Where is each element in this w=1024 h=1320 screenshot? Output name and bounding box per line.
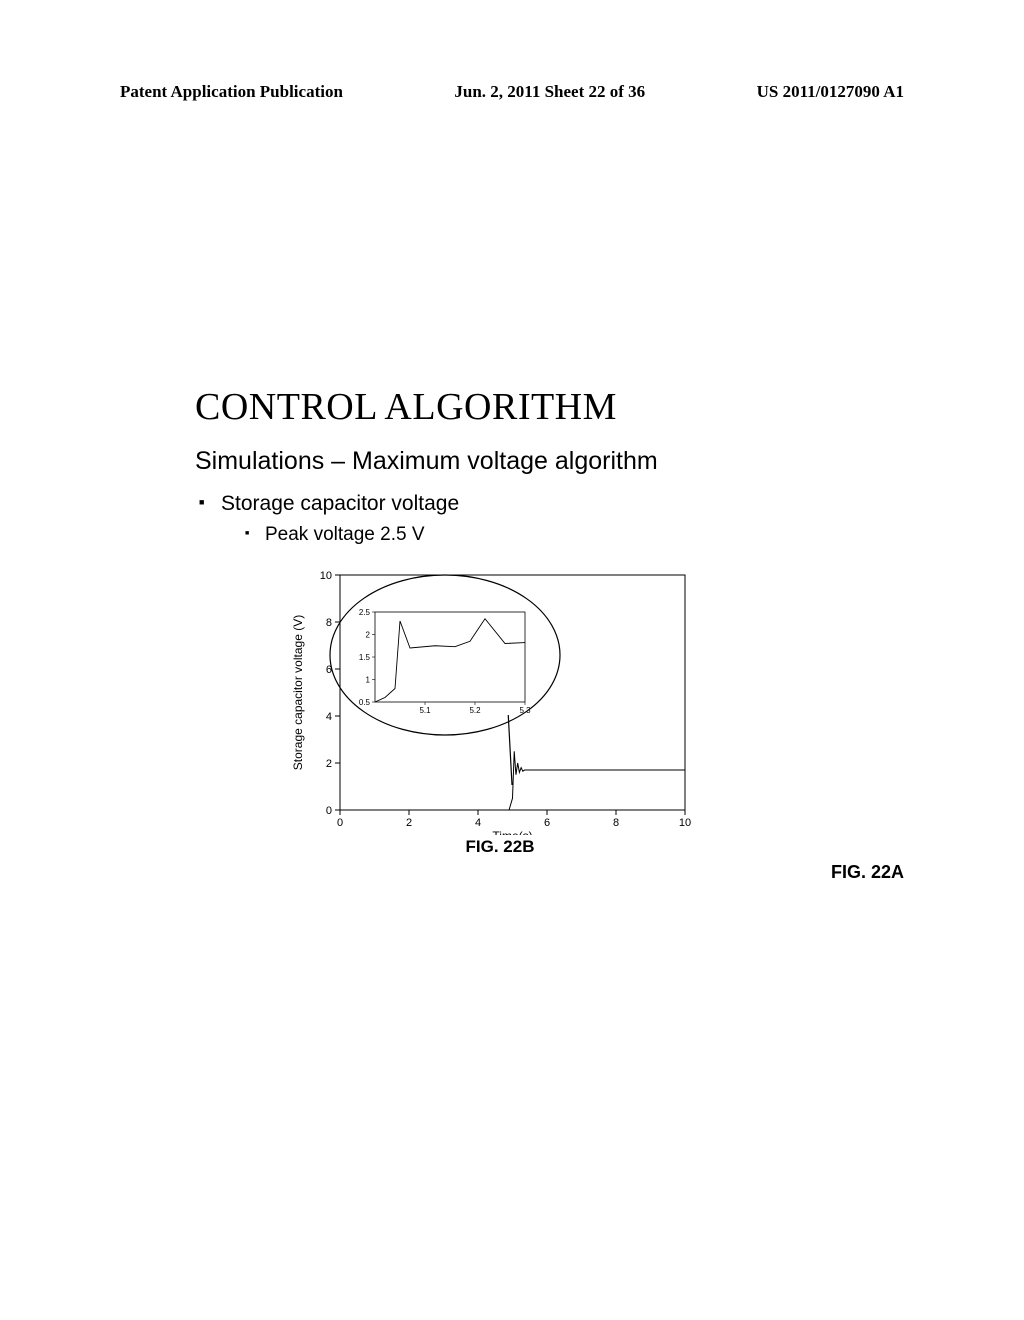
svg-text:2.5: 2.5 (359, 608, 371, 617)
bullet-list: Storage capacitor voltage Peak voltage 2… (195, 492, 904, 546)
svg-text:0: 0 (337, 817, 343, 829)
svg-text:10: 10 (320, 570, 332, 582)
subtitle: Simulations – Maximum voltage algorithm (195, 447, 904, 476)
sub-bullet-item: Peak voltage 2.5 V (243, 524, 904, 546)
svg-text:5.2: 5.2 (469, 706, 481, 715)
svg-text:8: 8 (326, 617, 332, 629)
svg-text:5.3: 5.3 (519, 706, 531, 715)
svg-text:10: 10 (679, 817, 691, 829)
svg-text:1: 1 (366, 676, 371, 685)
svg-text:4: 4 (475, 817, 481, 829)
sub-bullet-list: Peak voltage 2.5 V (243, 524, 904, 546)
svg-text:0.5: 0.5 (359, 698, 371, 707)
svg-text:4: 4 (326, 711, 332, 723)
svg-text:1.5: 1.5 (359, 653, 371, 662)
content-block: CONTROL ALGORITHM Simulations – Maximum … (195, 385, 904, 556)
bullet-item: Storage capacitor voltage Peak voltage 2… (195, 492, 904, 546)
svg-text:2: 2 (406, 817, 412, 829)
header-publication: Patent Application Publication (120, 82, 343, 102)
page-title: CONTROL ALGORITHM (195, 385, 904, 429)
figure-label-22b: FIG. 22B (280, 837, 720, 857)
svg-text:2: 2 (366, 631, 371, 640)
svg-text:6: 6 (544, 817, 550, 829)
svg-text:Storage capacitor voltage (V): Storage capacitor voltage (V) (291, 615, 305, 770)
svg-text:2: 2 (326, 758, 332, 770)
svg-text:5.1: 5.1 (419, 706, 431, 715)
figure-label-22a: FIG. 22A (831, 862, 904, 883)
header-date-sheet: Jun. 2, 2011 Sheet 22 of 36 (454, 82, 645, 102)
bullet-text: Storage capacitor voltage (221, 492, 459, 515)
svg-text:0: 0 (326, 805, 332, 817)
chart-container: 02468100246810Time(s)Storage capacitor v… (280, 560, 720, 857)
voltage-chart: 02468100246810Time(s)Storage capacitor v… (280, 560, 700, 835)
page-header: Patent Application Publication Jun. 2, 2… (120, 82, 904, 102)
svg-text:8: 8 (613, 817, 619, 829)
header-pubnumber: US 2011/0127090 A1 (757, 82, 904, 102)
svg-text:Time(s): Time(s) (492, 829, 532, 835)
